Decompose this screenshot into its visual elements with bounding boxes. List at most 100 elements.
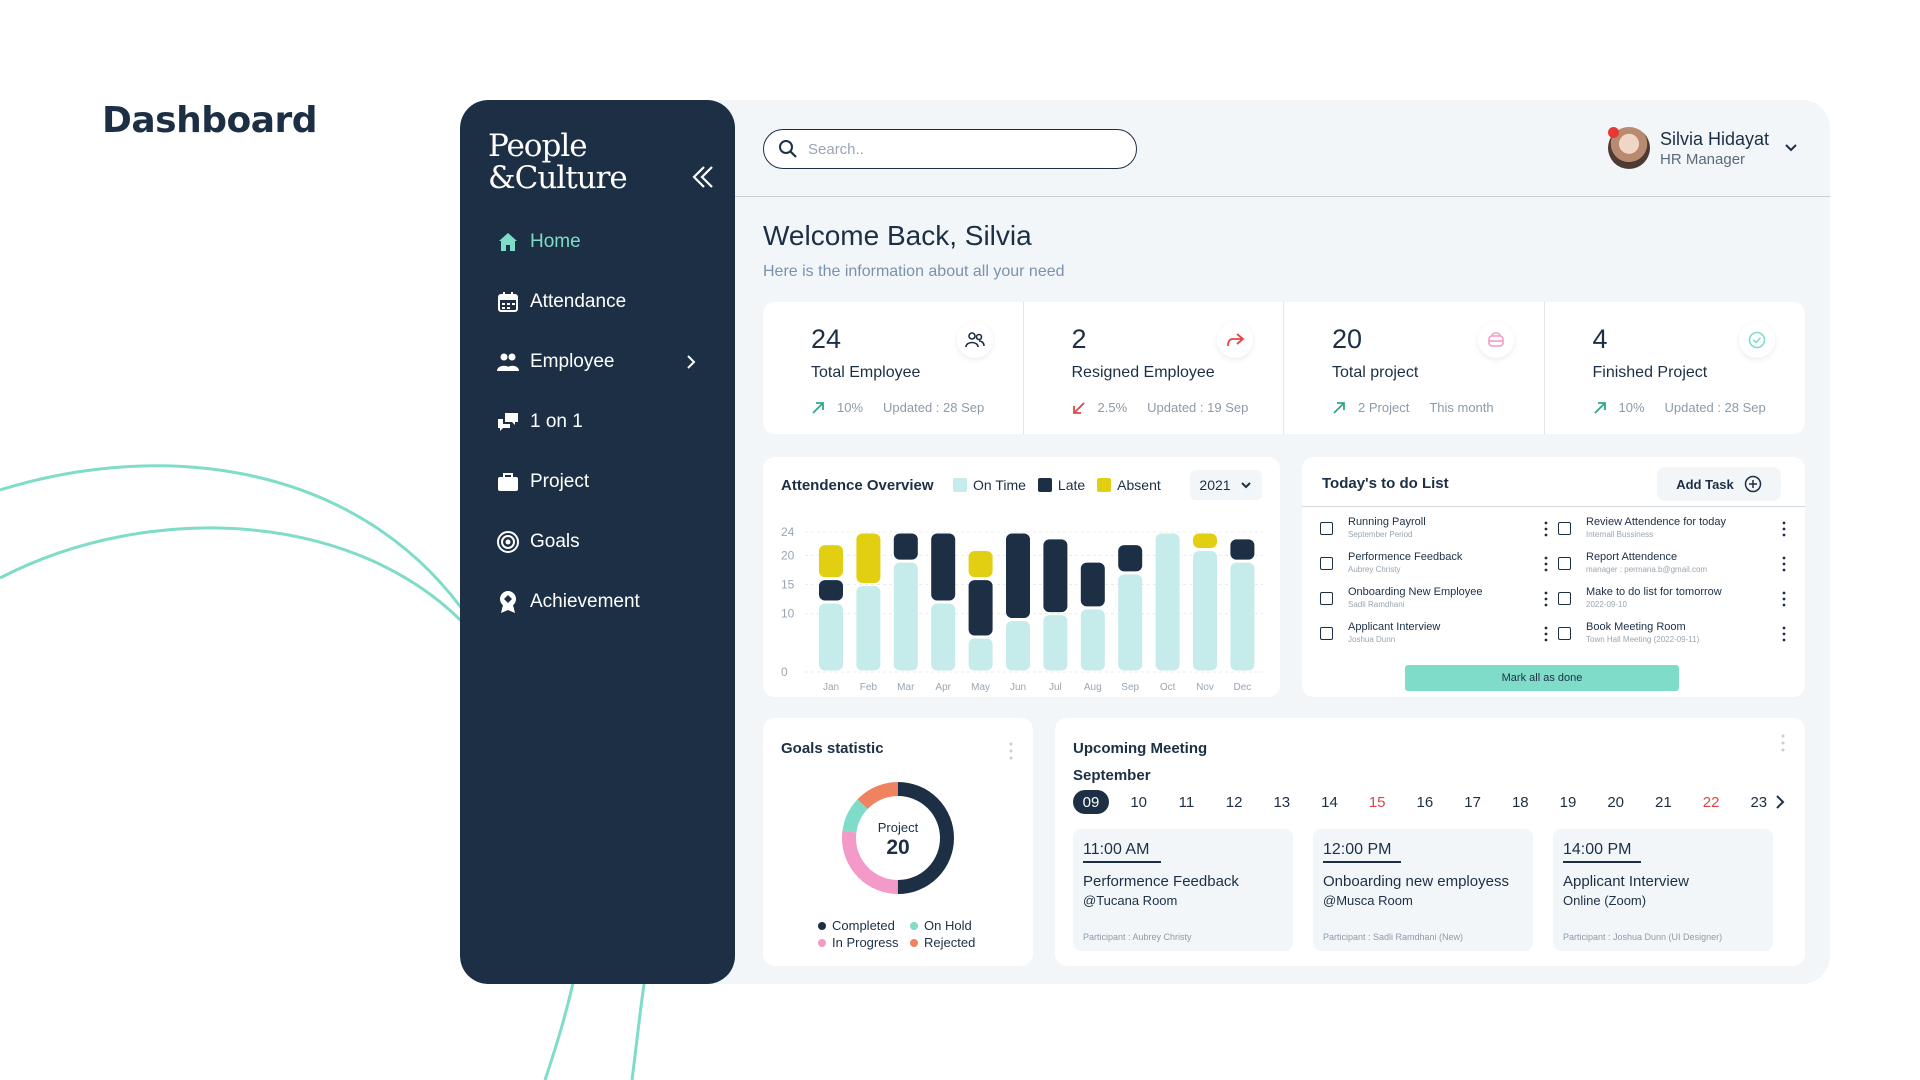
date-11[interactable]: 11: [1178, 793, 1195, 811]
task-checkbox[interactable]: [1320, 522, 1333, 535]
bar-late-jun[interactable]: [1006, 533, 1030, 619]
date-23[interactable]: 23: [1750, 793, 1768, 811]
more-vertical-icon[interactable]: [1544, 521, 1548, 537]
meeting-card[interactable]: 11:00 AM Performence Feedback @Tucana Ro…: [1073, 829, 1293, 951]
task-checkbox[interactable]: [1320, 592, 1333, 605]
date-09[interactable]: 09: [1073, 790, 1109, 814]
stat-label: Resigned Employee: [1071, 364, 1215, 381]
bar-on-time-feb[interactable]: [856, 586, 881, 671]
bar-on-time-dec[interactable]: [1230, 562, 1255, 671]
collapse-sidebar-icon[interactable]: [688, 162, 718, 192]
sidebar-item-employee[interactable]: Employee: [460, 332, 735, 392]
date-17[interactable]: 17: [1464, 793, 1481, 811]
date-18[interactable]: 18: [1511, 793, 1529, 811]
bar-late-aug[interactable]: [1080, 562, 1105, 607]
app-logo[interactable]: People &Culture: [488, 130, 628, 196]
logo-line-2: &Culture: [488, 160, 628, 196]
bar-absent-may[interactable]: [968, 551, 993, 578]
bar-absent-nov[interactable]: [1193, 533, 1217, 549]
more-vertical-icon[interactable]: [1782, 556, 1786, 572]
legend-label: In Progress: [832, 935, 899, 950]
chevron-down-icon[interactable]: [1783, 140, 1799, 156]
meeting-card[interactable]: 12:00 PM Onboarding new employess @Musca…: [1313, 829, 1533, 951]
bar-late-apr[interactable]: [931, 533, 956, 601]
bar-late-may[interactable]: [968, 580, 993, 636]
mark-all-done-button[interactable]: Mark all as done: [1405, 665, 1679, 691]
meeting-card[interactable]: 14:00 PM Applicant Interview Online (Zoo…: [1553, 829, 1773, 951]
more-vertical-icon[interactable]: [1781, 734, 1785, 752]
bar-on-time-jan[interactable]: [819, 603, 843, 671]
avatar[interactable]: [1608, 127, 1650, 169]
date-16[interactable]: 16: [1416, 793, 1434, 811]
task-checkbox[interactable]: [1558, 627, 1571, 640]
bar-late-sep[interactable]: [1118, 545, 1143, 572]
chevron-right-icon[interactable]: [681, 352, 701, 372]
date-13[interactable]: 13: [1273, 793, 1291, 811]
bar-late-jul[interactable]: [1043, 539, 1068, 613]
add-task-button[interactable]: Add Task: [1657, 467, 1781, 501]
task-name: Review Attendence for today: [1586, 516, 1727, 528]
date-21[interactable]: 21: [1655, 793, 1672, 811]
more-vertical-icon[interactable]: [1009, 742, 1013, 760]
sidebar-item-label: Achievement: [530, 591, 640, 612]
folder-icon: [1477, 322, 1514, 358]
task-checkbox[interactable]: [1320, 557, 1333, 570]
donut-slice-in-progress[interactable]: [842, 782, 954, 894]
donut-slice-rejected[interactable]: [842, 782, 954, 894]
more-vertical-icon[interactable]: [1544, 591, 1548, 607]
task-name: Report Attendence: [1586, 551, 1678, 563]
stat-finished-project[interactable]: 4 Finished Project 10% Updated : 28 Sep: [1545, 302, 1806, 434]
sidebar-item-achievement[interactable]: Achievement: [460, 572, 735, 632]
bar-on-time-aug[interactable]: [1080, 609, 1105, 671]
bar-on-time-nov[interactable]: [1193, 551, 1217, 671]
stat-total-employee[interactable]: 24 Total Employee 10% Updated : 28 Sep: [763, 302, 1024, 434]
bar-late-mar[interactable]: [893, 533, 918, 560]
bar-on-time-oct[interactable]: [1155, 533, 1180, 671]
task-checkbox[interactable]: [1558, 592, 1571, 605]
more-vertical-icon[interactable]: [1544, 556, 1548, 572]
users-icon: [496, 350, 520, 374]
date-14[interactable]: 14: [1321, 793, 1338, 811]
bar-absent-feb[interactable]: [856, 533, 881, 584]
bar-on-time-mar[interactable]: [893, 562, 918, 671]
more-vertical-icon[interactable]: [1782, 591, 1786, 607]
bar-absent-jan[interactable]: [819, 545, 843, 578]
task-checkbox[interactable]: [1558, 557, 1571, 570]
donut-center-label: Project: [877, 820, 919, 835]
date-10[interactable]: 10: [1130, 793, 1148, 811]
date-19[interactable]: 19: [1559, 793, 1577, 811]
more-vertical-icon[interactable]: [1782, 521, 1786, 537]
more-vertical-icon[interactable]: [1782, 626, 1786, 642]
sidebar-item-project[interactable]: Project: [460, 452, 735, 512]
date-20[interactable]: 20: [1607, 793, 1625, 811]
date-22[interactable]: 22: [1702, 793, 1720, 811]
sidebar-item-attendance[interactable]: Attendance: [460, 272, 735, 332]
sidebar-item-goals[interactable]: Goals: [460, 512, 735, 572]
date-15[interactable]: 15: [1368, 793, 1386, 811]
bar-on-time-jul[interactable]: [1043, 615, 1068, 671]
bar-late-dec[interactable]: [1230, 539, 1255, 560]
task-checkbox[interactable]: [1558, 522, 1571, 535]
more-vertical-icon[interactable]: [1544, 626, 1548, 642]
bar-on-time-sep[interactable]: [1118, 574, 1143, 671]
bar-on-time-jun[interactable]: [1006, 621, 1030, 671]
stat-total-project[interactable]: 20 Total project 2 Project This month: [1284, 302, 1545, 434]
stat-resigned-employee[interactable]: 2 Resigned Employee 2.5% Updated : 19 Se…: [1024, 302, 1284, 434]
search-input[interactable]: [808, 140, 1108, 158]
chevron-right-icon[interactable]: [1772, 794, 1788, 810]
task-checkbox[interactable]: [1320, 627, 1333, 640]
date-12[interactable]: 12: [1225, 793, 1243, 811]
sidebar-item-1on1[interactable]: 1 on 1: [460, 392, 735, 452]
legend-label: Rejected: [924, 935, 976, 950]
stat-change: 10%: [837, 400, 864, 415]
trend-up-icon: [1593, 401, 1606, 414]
legend-late: Late: [1037, 477, 1085, 493]
bar-late-jan[interactable]: [819, 580, 843, 601]
year-select[interactable]: 2021: [1190, 470, 1262, 500]
sidebar-item-home[interactable]: Home: [460, 212, 735, 272]
search-bar[interactable]: [763, 129, 1137, 169]
time-underline: [1083, 861, 1161, 863]
bar-on-time-apr[interactable]: [931, 603, 956, 671]
bar-on-time-may[interactable]: [968, 638, 993, 671]
user-menu[interactable]: Silvia Hidayat HR Manager: [1608, 127, 1799, 169]
